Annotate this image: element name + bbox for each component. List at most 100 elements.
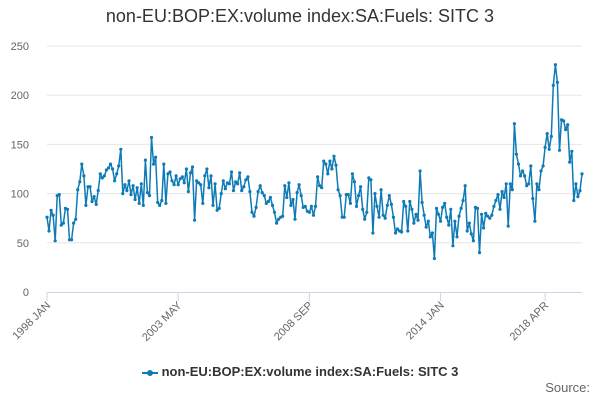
data-point xyxy=(424,225,428,229)
data-point xyxy=(557,148,562,152)
data-point xyxy=(518,174,523,178)
y-tick-label: 50 xyxy=(17,238,29,250)
data-point xyxy=(459,206,463,210)
data-point xyxy=(209,174,213,178)
data-point xyxy=(256,190,260,194)
data-point xyxy=(492,204,496,208)
data-point xyxy=(139,182,143,186)
data-point xyxy=(74,217,78,221)
data-point xyxy=(45,215,49,219)
data-point xyxy=(131,184,135,188)
data-point xyxy=(416,218,420,222)
data-point xyxy=(484,211,488,215)
data-point xyxy=(197,181,201,185)
series-line xyxy=(46,63,583,260)
data-point xyxy=(96,189,100,193)
data-point xyxy=(154,155,158,159)
data-point xyxy=(248,190,252,194)
data-point xyxy=(125,189,129,193)
data-point xyxy=(133,197,137,202)
data-point xyxy=(162,162,166,166)
data-point xyxy=(363,217,367,221)
data-point xyxy=(395,227,400,231)
data-point xyxy=(94,202,98,206)
data-point xyxy=(441,205,445,209)
data-point xyxy=(211,203,215,207)
data-point xyxy=(338,194,342,198)
data-point xyxy=(143,158,147,162)
data-point xyxy=(463,184,467,188)
data-point xyxy=(475,206,480,210)
data-point xyxy=(250,210,254,214)
data-point xyxy=(453,219,457,223)
chart-title: non-EU:BOP:EX:volume index:SA:Fuels: SIT… xyxy=(105,6,495,26)
data-point xyxy=(469,232,473,236)
data-series xyxy=(45,63,584,261)
data-point xyxy=(496,193,500,197)
data-point xyxy=(432,256,436,261)
data-point xyxy=(367,176,371,180)
data-point xyxy=(506,224,510,228)
data-point xyxy=(137,201,141,205)
data-point xyxy=(254,205,258,209)
data-point xyxy=(135,186,139,190)
data-point xyxy=(531,196,535,201)
data-point xyxy=(350,172,354,176)
data-point xyxy=(578,189,582,193)
data-point xyxy=(525,184,529,188)
data-point xyxy=(98,172,102,176)
data-point xyxy=(436,212,441,216)
data-point xyxy=(422,213,426,217)
data-point xyxy=(451,244,455,248)
legend-label: non-EU:BOP:EX:volume index:SA:Fuels: SIT… xyxy=(161,364,459,379)
data-point xyxy=(447,223,451,227)
data-point xyxy=(504,182,508,186)
data-point xyxy=(90,199,94,204)
data-point xyxy=(490,213,494,217)
legend[interactable]: non-EU:BOP:EX:volume index:SA:Fuels: SIT… xyxy=(0,364,600,379)
data-point xyxy=(373,192,377,196)
data-point xyxy=(289,203,293,207)
data-point xyxy=(205,167,209,171)
data-point xyxy=(217,206,221,210)
data-point xyxy=(408,199,412,204)
data-point xyxy=(385,203,389,207)
data-point xyxy=(176,183,180,187)
data-point xyxy=(127,179,131,183)
x-tick-label: 2014 JAN xyxy=(404,300,447,343)
data-point xyxy=(227,182,231,186)
data-point xyxy=(336,188,340,192)
data-point xyxy=(291,197,295,202)
data-point xyxy=(168,170,172,174)
data-point xyxy=(164,201,168,205)
data-point xyxy=(219,192,223,196)
data-point xyxy=(170,179,174,183)
data-point xyxy=(498,207,502,211)
data-point xyxy=(115,172,119,176)
data-point xyxy=(297,183,301,187)
data-point xyxy=(418,169,422,173)
data-point xyxy=(467,221,471,225)
data-point xyxy=(84,203,88,207)
data-point xyxy=(76,188,80,192)
data-point xyxy=(78,180,82,184)
data-point xyxy=(426,219,430,223)
data-point xyxy=(512,122,517,126)
data-point xyxy=(477,251,482,255)
y-tick-label: 250 xyxy=(11,41,29,53)
data-point xyxy=(193,218,197,222)
data-point xyxy=(574,182,578,186)
data-point xyxy=(461,198,465,203)
data-point xyxy=(180,175,184,179)
data-point xyxy=(145,191,149,195)
data-point xyxy=(111,167,115,171)
data-point xyxy=(316,175,320,179)
data-point xyxy=(412,221,416,225)
data-point xyxy=(322,159,326,163)
data-point xyxy=(158,203,162,207)
data-point xyxy=(277,217,281,221)
data-point xyxy=(70,238,74,242)
data-point xyxy=(541,164,545,168)
data-point xyxy=(119,147,123,151)
data-point xyxy=(174,174,178,178)
